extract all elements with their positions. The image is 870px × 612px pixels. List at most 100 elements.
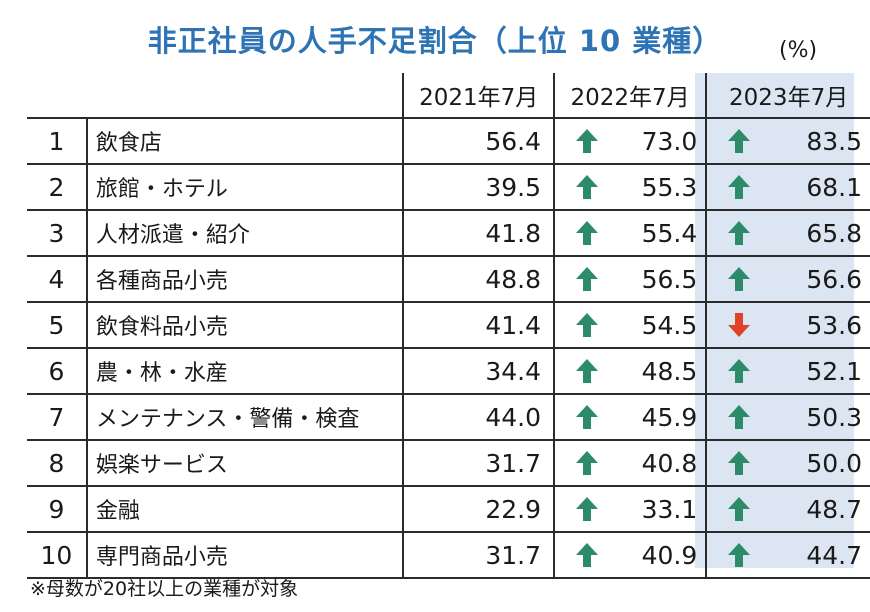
- value-2022-cell: 73.0: [552, 117, 707, 164]
- industry-cell-text: 金融: [95, 499, 140, 524]
- header-2022: 2022年7月: [552, 73, 707, 118]
- header-2021: 2021年7月: [402, 73, 554, 118]
- up-arrow-icon: [728, 175, 751, 199]
- industry-cell: 農・林・水産: [85, 347, 404, 394]
- industry-cell-text: 飲食料品小売: [95, 315, 228, 340]
- value-2021-cell-text: 41.4: [485, 310, 541, 340]
- value-2022-cell-text: 48.5: [641, 356, 698, 386]
- rank-cell-text: 1: [48, 126, 65, 156]
- value-2023-cell-text: 50.0: [806, 448, 862, 478]
- value-2021-cell-text: 31.7: [485, 540, 541, 570]
- up-arrow-icon: [728, 543, 751, 567]
- industry-cell: 専門商品小売: [85, 531, 404, 579]
- up-arrow-icon: [575, 129, 598, 153]
- value-2021-cell-text: 56.4: [485, 126, 541, 156]
- value-2021-cell: 48.8: [402, 255, 554, 302]
- up-arrow-icon: [575, 221, 598, 245]
- value-2023-cell-text: 52.1: [806, 356, 862, 386]
- value-2023-cell-text: 53.6: [806, 310, 862, 340]
- value-2021-cell: 41.4: [402, 301, 554, 348]
- up-arrow-icon: [575, 405, 598, 429]
- table-row: 5 飲食料品小売 41.4 54.5 53.6: [27, 301, 870, 348]
- table-row: 6 農・林・水産 34.4 48.5 52.1: [27, 347, 870, 394]
- table-row: 1 飲食店 56.4 73.0 83.5: [27, 117, 870, 164]
- value-2022-cell-text: 40.9: [641, 540, 698, 570]
- rank-cell-text: 7: [48, 402, 65, 432]
- value-2021-cell: 41.8: [402, 209, 554, 256]
- up-arrow-icon: [575, 175, 598, 199]
- rank-cell: 10: [27, 531, 87, 579]
- value-2021-cell-text: 34.4: [485, 356, 541, 386]
- header-rank: [27, 73, 87, 118]
- value-2023-cell-text: 44.7: [806, 540, 862, 570]
- value-2021-cell: 31.7: [402, 439, 554, 486]
- value-2022-cell: 40.8: [552, 439, 707, 486]
- value-2022-cell-text: 54.5: [641, 310, 698, 340]
- value-2021-cell: 22.9: [402, 485, 554, 532]
- value-2023-cell: 52.1: [705, 347, 870, 394]
- industry-cell-text: 娯楽サービス: [95, 453, 228, 478]
- rank-cell-text: 9: [48, 494, 65, 524]
- value-2023-cell: 44.7: [705, 531, 870, 579]
- value-2021-cell-text: 31.7: [485, 448, 541, 478]
- value-2023-cell: 53.6: [705, 301, 870, 348]
- industry-cell-text: 専門商品小売: [95, 545, 228, 570]
- value-2023-cell-text: 65.8: [806, 218, 862, 248]
- rank-cell: 5: [27, 301, 87, 348]
- value-2023-cell: 50.0: [705, 439, 870, 486]
- industry-cell-text: 農・林・水産: [95, 361, 228, 386]
- up-arrow-icon: [728, 129, 751, 153]
- footnote: ※母数が20社以上の業種が対象: [30, 578, 299, 600]
- up-arrow-icon: [728, 497, 751, 521]
- value-2022-cell: 33.1: [552, 485, 707, 532]
- up-arrow-icon: [728, 359, 751, 383]
- rank-cell-text: 6: [48, 356, 65, 386]
- rank-cell: 9: [27, 485, 87, 532]
- value-2023-cell-text: 48.7: [806, 494, 862, 524]
- value-2021-cell: 44.0: [402, 393, 554, 440]
- rank-cell-text: 2: [48, 172, 65, 202]
- value-2023-cell: 56.6: [705, 255, 870, 302]
- page-title: 非正社員の人手不足割合（上位 10 業種）: [147, 24, 723, 58]
- rank-cell: 8: [27, 439, 87, 486]
- value-2021-cell: 34.4: [402, 347, 554, 394]
- value-2022-cell-text: 45.9: [641, 402, 698, 432]
- industry-cell: 飲食料品小売: [85, 301, 404, 348]
- value-2022-cell-text: 55.3: [641, 172, 698, 202]
- shortage-table: 2021年7月 2022年7月 2023年7月 1 飲食店 56.4 73.0 83.5…: [27, 73, 870, 579]
- value-2023-cell: 68.1: [705, 163, 870, 210]
- value-2021-cell-text: 41.8: [485, 218, 541, 248]
- industry-cell: 旅館・ホテル: [85, 163, 404, 210]
- up-arrow-icon: [575, 313, 598, 337]
- value-2022-cell-text: 73.0: [641, 126, 698, 156]
- table-row: 10 専門商品小売 31.7 40.9 44.7: [27, 531, 870, 579]
- rank-cell: 6: [27, 347, 87, 394]
- up-arrow-icon: [575, 543, 598, 567]
- up-arrow-icon: [728, 405, 751, 429]
- industry-cell: メンテナンス・警備・検査: [85, 393, 404, 440]
- rank-cell-text: 4: [48, 264, 65, 294]
- table-row: 4 各種商品小売 48.8 56.5 56.6: [27, 255, 870, 302]
- table-row: 2 旅館・ホテル 39.5 55.3 68.1: [27, 163, 870, 210]
- value-2021-cell-text: 48.8: [485, 264, 541, 294]
- value-2023-cell-text: 68.1: [806, 172, 862, 202]
- value-2021-cell-text: 22.9: [485, 494, 541, 524]
- industry-cell-text: メンテナンス・警備・検査: [95, 407, 360, 432]
- value-2021-cell: 39.5: [402, 163, 554, 210]
- value-2022-cell-text: 40.8: [641, 448, 698, 478]
- value-2022-cell: 48.5: [552, 347, 707, 394]
- rank-cell: 7: [27, 393, 87, 440]
- value-2023-cell-text: 56.6: [806, 264, 862, 294]
- table-row: 7 メンテナンス・警備・検査 44.0 45.9 50.3: [27, 393, 870, 440]
- value-2022-cell: 56.5: [552, 255, 707, 302]
- header-industry: [87, 73, 404, 118]
- table-row: 3 人材派遣・紹介 41.8 55.4 65.8: [27, 209, 870, 256]
- value-2022-cell-text: 55.4: [641, 218, 698, 248]
- industry-cell: 金融: [85, 485, 404, 532]
- industry-cell-text: 飲食店: [95, 131, 162, 156]
- rank-cell: 4: [27, 255, 87, 302]
- industry-cell: 人材派遣・紹介: [85, 209, 404, 256]
- industry-cell: 娯楽サービス: [85, 439, 404, 486]
- table-row: 9 金融 22.9 33.1 48.7: [27, 485, 870, 532]
- rank-cell-text: 10: [40, 540, 73, 570]
